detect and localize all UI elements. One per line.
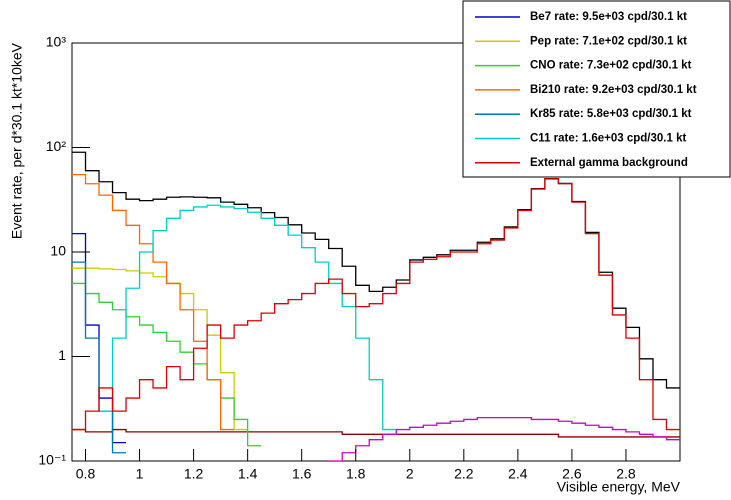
histogram-line — [72, 178, 680, 431]
legend-label: Be7 rate: 9.5e+03 cpd/30.1 kt — [530, 11, 687, 23]
x-tick-label: 2.4 — [508, 466, 528, 482]
y-tick-label: 1 — [58, 347, 66, 363]
y-tick-label: 10³ — [46, 34, 67, 50]
legend-label: CNO rate: 7.3e+02 cpd/30.1 kt — [530, 60, 692, 72]
legend-label: External gamma background — [530, 157, 688, 169]
histogram-line — [72, 173, 235, 431]
x-tick-label: 2.6 — [562, 466, 582, 482]
legend-box — [462, 0, 731, 178]
histogram-line — [72, 151, 680, 389]
x-tick-label: 1.8 — [346, 466, 366, 482]
legend-label: C11 rate: 1.6e+03 cpd/30.1 kt — [530, 133, 686, 145]
y-axis-label: Event rate, per d*30.1 kt*10keV — [9, 42, 25, 239]
y-tick-label: 10⁻¹ — [38, 452, 66, 468]
histogram-line — [72, 428, 680, 438]
x-tick-label: 0.8 — [76, 466, 96, 482]
x-tick-label: 1.6 — [292, 466, 312, 482]
histogram-line — [72, 261, 127, 454]
x-tick-label: 1 — [136, 466, 144, 482]
x-tick-label: 1.4 — [238, 466, 258, 482]
legend: Be7 rate: 9.5e+03 cpd/30.1 kt Pep rate: 7… — [462, 0, 731, 178]
legend-label: Pep rate: 7.1e+02 cpd/30.1 kt — [530, 35, 687, 47]
histogram-line — [72, 267, 248, 431]
x-tick-label: 2.8 — [616, 466, 636, 482]
x-tick-label: 1.2 — [184, 466, 204, 482]
legend-label: Bi210 rate: 9.2e+03 cpd/30.1 kt — [530, 84, 697, 96]
y-tick-label: 10 — [50, 243, 66, 259]
histogram-line — [328, 416, 680, 461]
y-tick-label: 10² — [46, 138, 67, 154]
x-tick-label: 2.2 — [454, 466, 474, 482]
histogram-line — [99, 204, 397, 431]
legend-label: Kr85 rate: 5.8e+03 cpd/30.1 kt — [530, 108, 692, 120]
x-tick-label: 2 — [406, 466, 414, 482]
plot-area — [72, 151, 680, 461]
histogram-line — [72, 282, 262, 447]
x-axis-label: Visible energy, MeV — [557, 479, 681, 495]
